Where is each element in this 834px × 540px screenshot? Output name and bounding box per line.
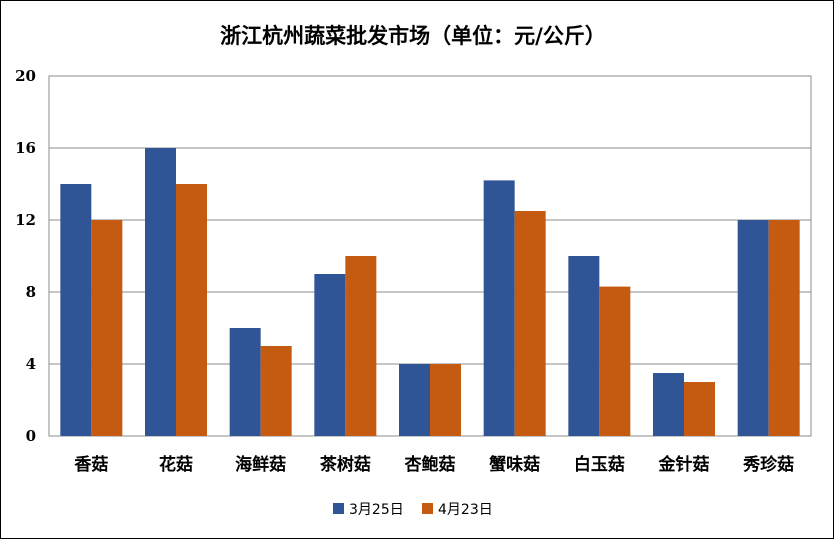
bar-series2 xyxy=(514,211,546,436)
legend-label: 3月25日 xyxy=(349,502,404,518)
legend-swatch xyxy=(422,503,433,514)
bar-series1 xyxy=(145,148,176,436)
category-label: 蟹味菇 xyxy=(489,454,540,475)
bar-series2 xyxy=(684,382,715,436)
y-tick-label: 0 xyxy=(26,427,36,445)
category-label: 杏鲍菇 xyxy=(405,454,456,475)
bar-series2 xyxy=(768,220,800,436)
category-label: 香菇 xyxy=(74,454,108,475)
legend: 3月25日 4月23日 xyxy=(333,502,493,518)
bar-series1 xyxy=(229,328,261,436)
category-label: 金针菇 xyxy=(658,454,710,475)
category-label: 白玉菇 xyxy=(574,454,625,475)
bar-series2 xyxy=(260,346,292,436)
x-axis-labels: 香菇 花菇 海鲜菇 茶树菇 杏鲍菇 蟹味菇 白玉菇 金针菇 秀珍菇 xyxy=(74,454,794,475)
bar-series1 xyxy=(653,373,684,436)
bar-series2 xyxy=(430,364,461,436)
category-label: 秀珍菇 xyxy=(742,454,794,475)
bar-series2 xyxy=(345,256,377,436)
legend-swatch xyxy=(333,503,344,514)
bar-series2 xyxy=(91,220,123,436)
y-tick-label: 16 xyxy=(15,139,36,157)
bar-series1 xyxy=(483,180,515,436)
y-tick-label: 12 xyxy=(15,211,36,229)
bar-series1 xyxy=(737,220,769,436)
legend-label: 4月23日 xyxy=(438,502,493,518)
y-tick-label: 4 xyxy=(26,355,36,373)
y-tick-label: 20 xyxy=(15,67,36,85)
bar-series2 xyxy=(599,286,631,436)
chart-title: 浙江杭州蔬菜批发市场（单位：元/公斤） xyxy=(220,23,606,48)
y-tick-label: 8 xyxy=(26,283,36,301)
category-label: 茶树菇 xyxy=(320,454,371,475)
bar-series1 xyxy=(314,274,346,436)
bar-series2 xyxy=(176,184,207,436)
bar-series1 xyxy=(568,256,600,436)
bar-series1 xyxy=(399,364,430,436)
bar-series1 xyxy=(60,184,92,436)
bars xyxy=(60,148,800,436)
category-label: 海鲜菇 xyxy=(235,454,286,475)
category-label: 花菇 xyxy=(159,454,193,475)
y-axis-ticks: 0 4 8 12 16 20 xyxy=(15,67,36,445)
